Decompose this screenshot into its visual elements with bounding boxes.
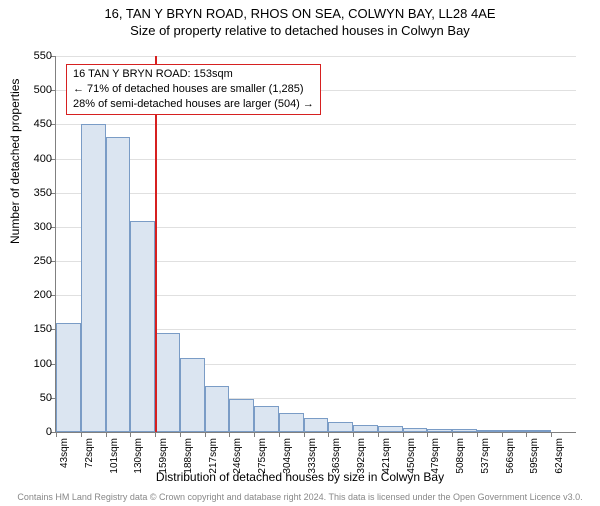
ytick-label: 500 (22, 84, 52, 96)
chart-area: 05010015020025030035040045050055043sqm72… (55, 56, 575, 432)
xtick-mark (155, 432, 156, 437)
xtick-mark (254, 432, 255, 437)
histogram-bar (452, 429, 477, 432)
annotation-line: 28% of semi-detached houses are larger (… (73, 97, 314, 112)
histogram-bar (81, 124, 106, 432)
xtick-mark (502, 432, 503, 437)
xtick-mark (526, 432, 527, 437)
ytick-label: 350 (22, 187, 52, 199)
xtick-mark (106, 432, 107, 437)
histogram-bar (502, 430, 527, 432)
histogram-bar (229, 399, 254, 432)
histogram-bar (279, 413, 304, 432)
ytick-label: 150 (22, 323, 52, 335)
histogram-bar (477, 430, 502, 432)
chart-title-main: 16, TAN Y BRYN ROAD, RHOS ON SEA, COLWYN… (0, 6, 600, 21)
xtick-mark (551, 432, 552, 437)
ytick-label: 200 (22, 289, 52, 301)
ytick-label: 550 (22, 50, 52, 62)
gridline (56, 193, 576, 194)
xtick-mark (81, 432, 82, 437)
histogram-bar (56, 323, 81, 432)
xtick-mark (328, 432, 329, 437)
histogram-bar (254, 406, 279, 432)
histogram-plot: 05010015020025030035040045050055043sqm72… (55, 56, 576, 433)
xtick-mark (304, 432, 305, 437)
histogram-bar (353, 425, 378, 432)
histogram-bar (328, 422, 353, 432)
xtick-mark (353, 432, 354, 437)
xtick-mark (130, 432, 131, 437)
histogram-bar (526, 430, 551, 432)
ytick-label: 0 (22, 426, 52, 438)
x-axis-label: Distribution of detached houses by size … (0, 470, 600, 484)
annotation-line: 16 TAN Y BRYN ROAD: 153sqm (73, 67, 314, 82)
histogram-bar (130, 221, 155, 432)
xtick-mark (229, 432, 230, 437)
annotation-box: 16 TAN Y BRYN ROAD: 153sqm← 71% of detac… (66, 64, 321, 115)
xtick-mark (477, 432, 478, 437)
histogram-bar (106, 137, 131, 432)
ytick-label: 400 (22, 153, 52, 165)
ytick-label: 250 (22, 255, 52, 267)
annotation-line: ← 71% of detached houses are smaller (1,… (73, 82, 314, 97)
gridline (56, 124, 576, 125)
xtick-mark (205, 432, 206, 437)
ytick-label: 300 (22, 221, 52, 233)
xtick-mark (378, 432, 379, 437)
histogram-bar (378, 426, 403, 432)
histogram-bar (155, 333, 180, 432)
histogram-bar (304, 418, 329, 432)
xtick-mark (56, 432, 57, 437)
attribution-text: Contains HM Land Registry data © Crown c… (0, 492, 600, 502)
y-axis-label: Number of detached properties (8, 79, 22, 244)
xtick-mark (279, 432, 280, 437)
histogram-bar (205, 386, 230, 432)
ytick-label: 100 (22, 358, 52, 370)
xtick-mark (180, 432, 181, 437)
gridline (56, 159, 576, 160)
xtick-mark (403, 432, 404, 437)
histogram-bar (180, 358, 205, 432)
gridline (56, 56, 576, 57)
xtick-mark (452, 432, 453, 437)
chart-title-sub: Size of property relative to detached ho… (0, 23, 600, 38)
histogram-bar (403, 428, 428, 432)
ytick-label: 450 (22, 118, 52, 130)
histogram-bar (427, 429, 452, 432)
xtick-mark (427, 432, 428, 437)
ytick-label: 50 (22, 392, 52, 404)
